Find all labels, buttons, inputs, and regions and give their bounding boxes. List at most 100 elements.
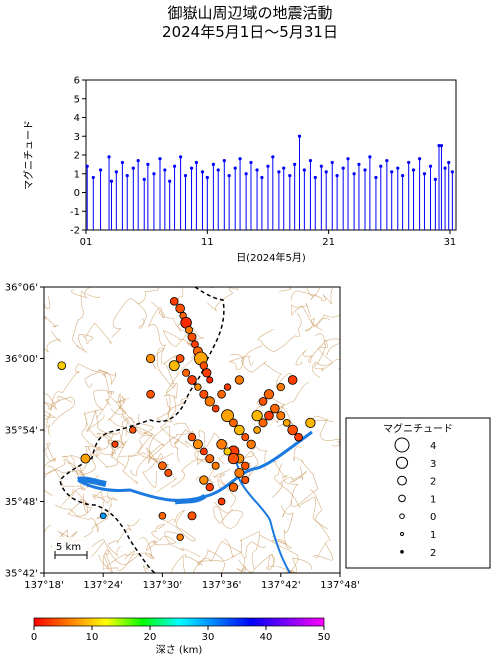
map-ytick-label: 36°00' bbox=[5, 354, 38, 365]
legend-circle bbox=[394, 437, 410, 453]
contour-line bbox=[148, 425, 178, 493]
earthquake-epicenter bbox=[111, 440, 119, 448]
contour-line bbox=[151, 524, 181, 544]
ts-point bbox=[260, 175, 264, 180]
ts-point bbox=[422, 172, 427, 176]
prefecture-border bbox=[59, 287, 225, 573]
ts-point bbox=[385, 159, 389, 163]
ts-point bbox=[396, 166, 400, 170]
contour-line bbox=[213, 501, 244, 529]
earthquake-epicenter bbox=[206, 376, 214, 384]
colorbar-tick-label: 30 bbox=[202, 632, 215, 643]
ts-ytick-label: -2 bbox=[70, 226, 80, 237]
contour-line bbox=[111, 298, 147, 338]
ts-point bbox=[390, 170, 394, 174]
earthquake-epicenter bbox=[187, 332, 197, 342]
legend-label: 4 bbox=[430, 441, 436, 452]
earthquake-epicenter bbox=[234, 467, 245, 478]
ts-point bbox=[401, 174, 405, 178]
earthquake-epicenter bbox=[227, 452, 240, 465]
contour-line bbox=[44, 295, 51, 309]
ts-point bbox=[222, 159, 226, 163]
earthquake-epicenter bbox=[282, 419, 291, 427]
contour-line bbox=[271, 505, 294, 549]
ts-point bbox=[189, 166, 194, 170]
map-lon-ticks: 137°18' 137°24' 137°30' 137°36' 137°42' 137°4… bbox=[24, 573, 360, 591]
ts-y-axis-label: マグニチュード bbox=[22, 120, 35, 190]
earthquake-epicenter bbox=[199, 475, 209, 485]
chart-subtitle: 2024年5月1日〜5月31日 bbox=[162, 23, 338, 41]
ts-point bbox=[244, 172, 248, 176]
earthquake-epicenter bbox=[168, 360, 180, 372]
contour-line bbox=[236, 557, 247, 573]
earthquake-epicenter bbox=[241, 461, 250, 470]
ts-x-ticks: 01 11 21 31 bbox=[80, 230, 456, 248]
earthquake-epicenter bbox=[211, 461, 220, 470]
reservoir-west bbox=[77, 476, 107, 487]
ts-ytick-label: 6 bbox=[74, 76, 80, 87]
contour-line bbox=[44, 442, 57, 475]
ts-point bbox=[211, 162, 215, 166]
ts-point bbox=[352, 172, 356, 176]
contour-line bbox=[304, 314, 340, 331]
contour-line bbox=[96, 432, 124, 455]
contour-line bbox=[44, 316, 61, 353]
ts-point bbox=[146, 162, 150, 166]
earthquake-epicenter bbox=[305, 417, 316, 428]
earthquake-epicenter bbox=[204, 396, 215, 407]
ts-stems bbox=[85, 134, 454, 230]
contour-line bbox=[55, 493, 93, 517]
ts-point bbox=[379, 164, 383, 168]
earthquake-epicenter bbox=[169, 296, 179, 306]
earthquake-epicenter bbox=[251, 410, 263, 422]
ts-point bbox=[313, 175, 317, 180]
earthquake-epicenter bbox=[175, 303, 185, 314]
earthquake-epicenter bbox=[216, 439, 227, 450]
earthquake-epicenter bbox=[263, 389, 275, 400]
earthquake-epicenter bbox=[221, 409, 234, 423]
ts-point bbox=[308, 159, 313, 163]
ts-ytick-label: 0 bbox=[74, 188, 80, 199]
ts-point bbox=[443, 166, 447, 170]
depth-colorbar: 0 10 20 30 40 50 深さ (km) bbox=[31, 617, 330, 656]
contour-line bbox=[44, 446, 96, 496]
contour-line bbox=[295, 339, 328, 366]
earthquake-epicenter bbox=[57, 361, 67, 370]
ts-ytick-label: 5 bbox=[74, 94, 80, 105]
map-xtick-label: 137°48' bbox=[320, 580, 360, 591]
contour-line bbox=[258, 312, 302, 353]
ts-xtick-label: 21 bbox=[322, 237, 335, 248]
earthquake-epicenter bbox=[99, 512, 107, 520]
legend-circle bbox=[400, 549, 404, 554]
earthquake-epicenter bbox=[229, 418, 238, 428]
ts-point bbox=[437, 144, 441, 148]
contour-line bbox=[81, 411, 109, 450]
ts-point bbox=[433, 177, 437, 181]
map-xtick-label: 137°24' bbox=[83, 580, 123, 591]
earthquake-epicenter bbox=[187, 511, 197, 521]
earthquake-epicenter bbox=[217, 497, 226, 506]
contour-line bbox=[162, 354, 178, 417]
earthquake-epicenter bbox=[258, 397, 268, 406]
ts-point bbox=[277, 170, 281, 174]
legend-box bbox=[345, 417, 491, 569]
ts-point bbox=[249, 160, 253, 165]
ts-point bbox=[346, 157, 350, 161]
colorbar-tick-label: 40 bbox=[260, 632, 273, 643]
legend-label: 2 bbox=[430, 548, 436, 559]
earthquake-epicenter bbox=[205, 483, 214, 492]
contour-line bbox=[146, 540, 201, 557]
contour-line bbox=[163, 509, 196, 542]
earthquake-epicenter bbox=[287, 424, 298, 436]
ts-point bbox=[324, 170, 328, 174]
earthquake-epicenter bbox=[241, 433, 250, 442]
contour-line bbox=[177, 287, 184, 332]
contour-line bbox=[311, 338, 340, 378]
contour-line bbox=[197, 549, 235, 573]
contour-line bbox=[173, 422, 191, 463]
ts-xtick-label: 01 bbox=[80, 237, 93, 248]
contour-line bbox=[107, 518, 140, 557]
ts-point bbox=[238, 157, 242, 161]
earthquake-points bbox=[57, 296, 316, 541]
